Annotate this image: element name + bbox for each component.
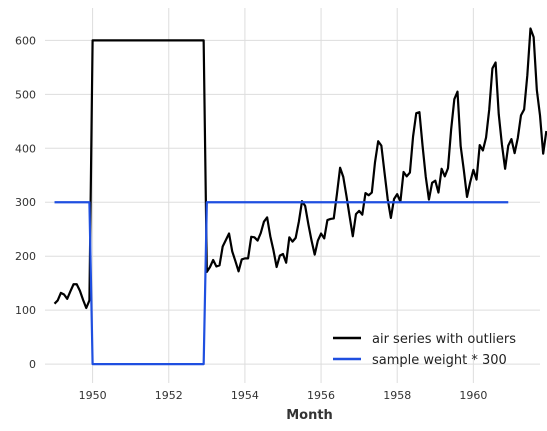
series-line-1 xyxy=(53,27,547,310)
y-tick-label: 600 xyxy=(15,34,36,47)
y-tick-label: 200 xyxy=(15,250,36,263)
x-axis-ticks: 1950 1952 1954 1956 1958 1960 xyxy=(79,389,488,402)
y-tick-label: 400 xyxy=(15,142,36,155)
y-tick-label: 300 xyxy=(15,196,36,209)
x-tick-label: 1956 xyxy=(307,389,335,402)
legend-label-1: air series with outliers xyxy=(372,332,516,347)
grid xyxy=(45,8,540,383)
x-tick-label: 1950 xyxy=(79,389,107,402)
x-tick-label: 1954 xyxy=(231,389,259,402)
y-tick-label: 0 xyxy=(29,358,36,371)
x-tick-label: 1960 xyxy=(459,389,487,402)
y-axis-ticks: 0 100 200 300 400 500 600 xyxy=(15,34,36,371)
series-lines xyxy=(53,27,547,366)
y-tick-label: 500 xyxy=(15,88,36,101)
legend: air series with outliers sample weight * … xyxy=(333,332,516,368)
series-line-2 xyxy=(54,201,509,366)
x-axis-title: Month xyxy=(286,408,333,423)
x-tick-label: 1952 xyxy=(155,389,183,402)
legend-label-2: sample weight * 300 xyxy=(372,353,507,368)
y-tick-label: 100 xyxy=(15,304,36,317)
x-tick-label: 1958 xyxy=(383,389,411,402)
